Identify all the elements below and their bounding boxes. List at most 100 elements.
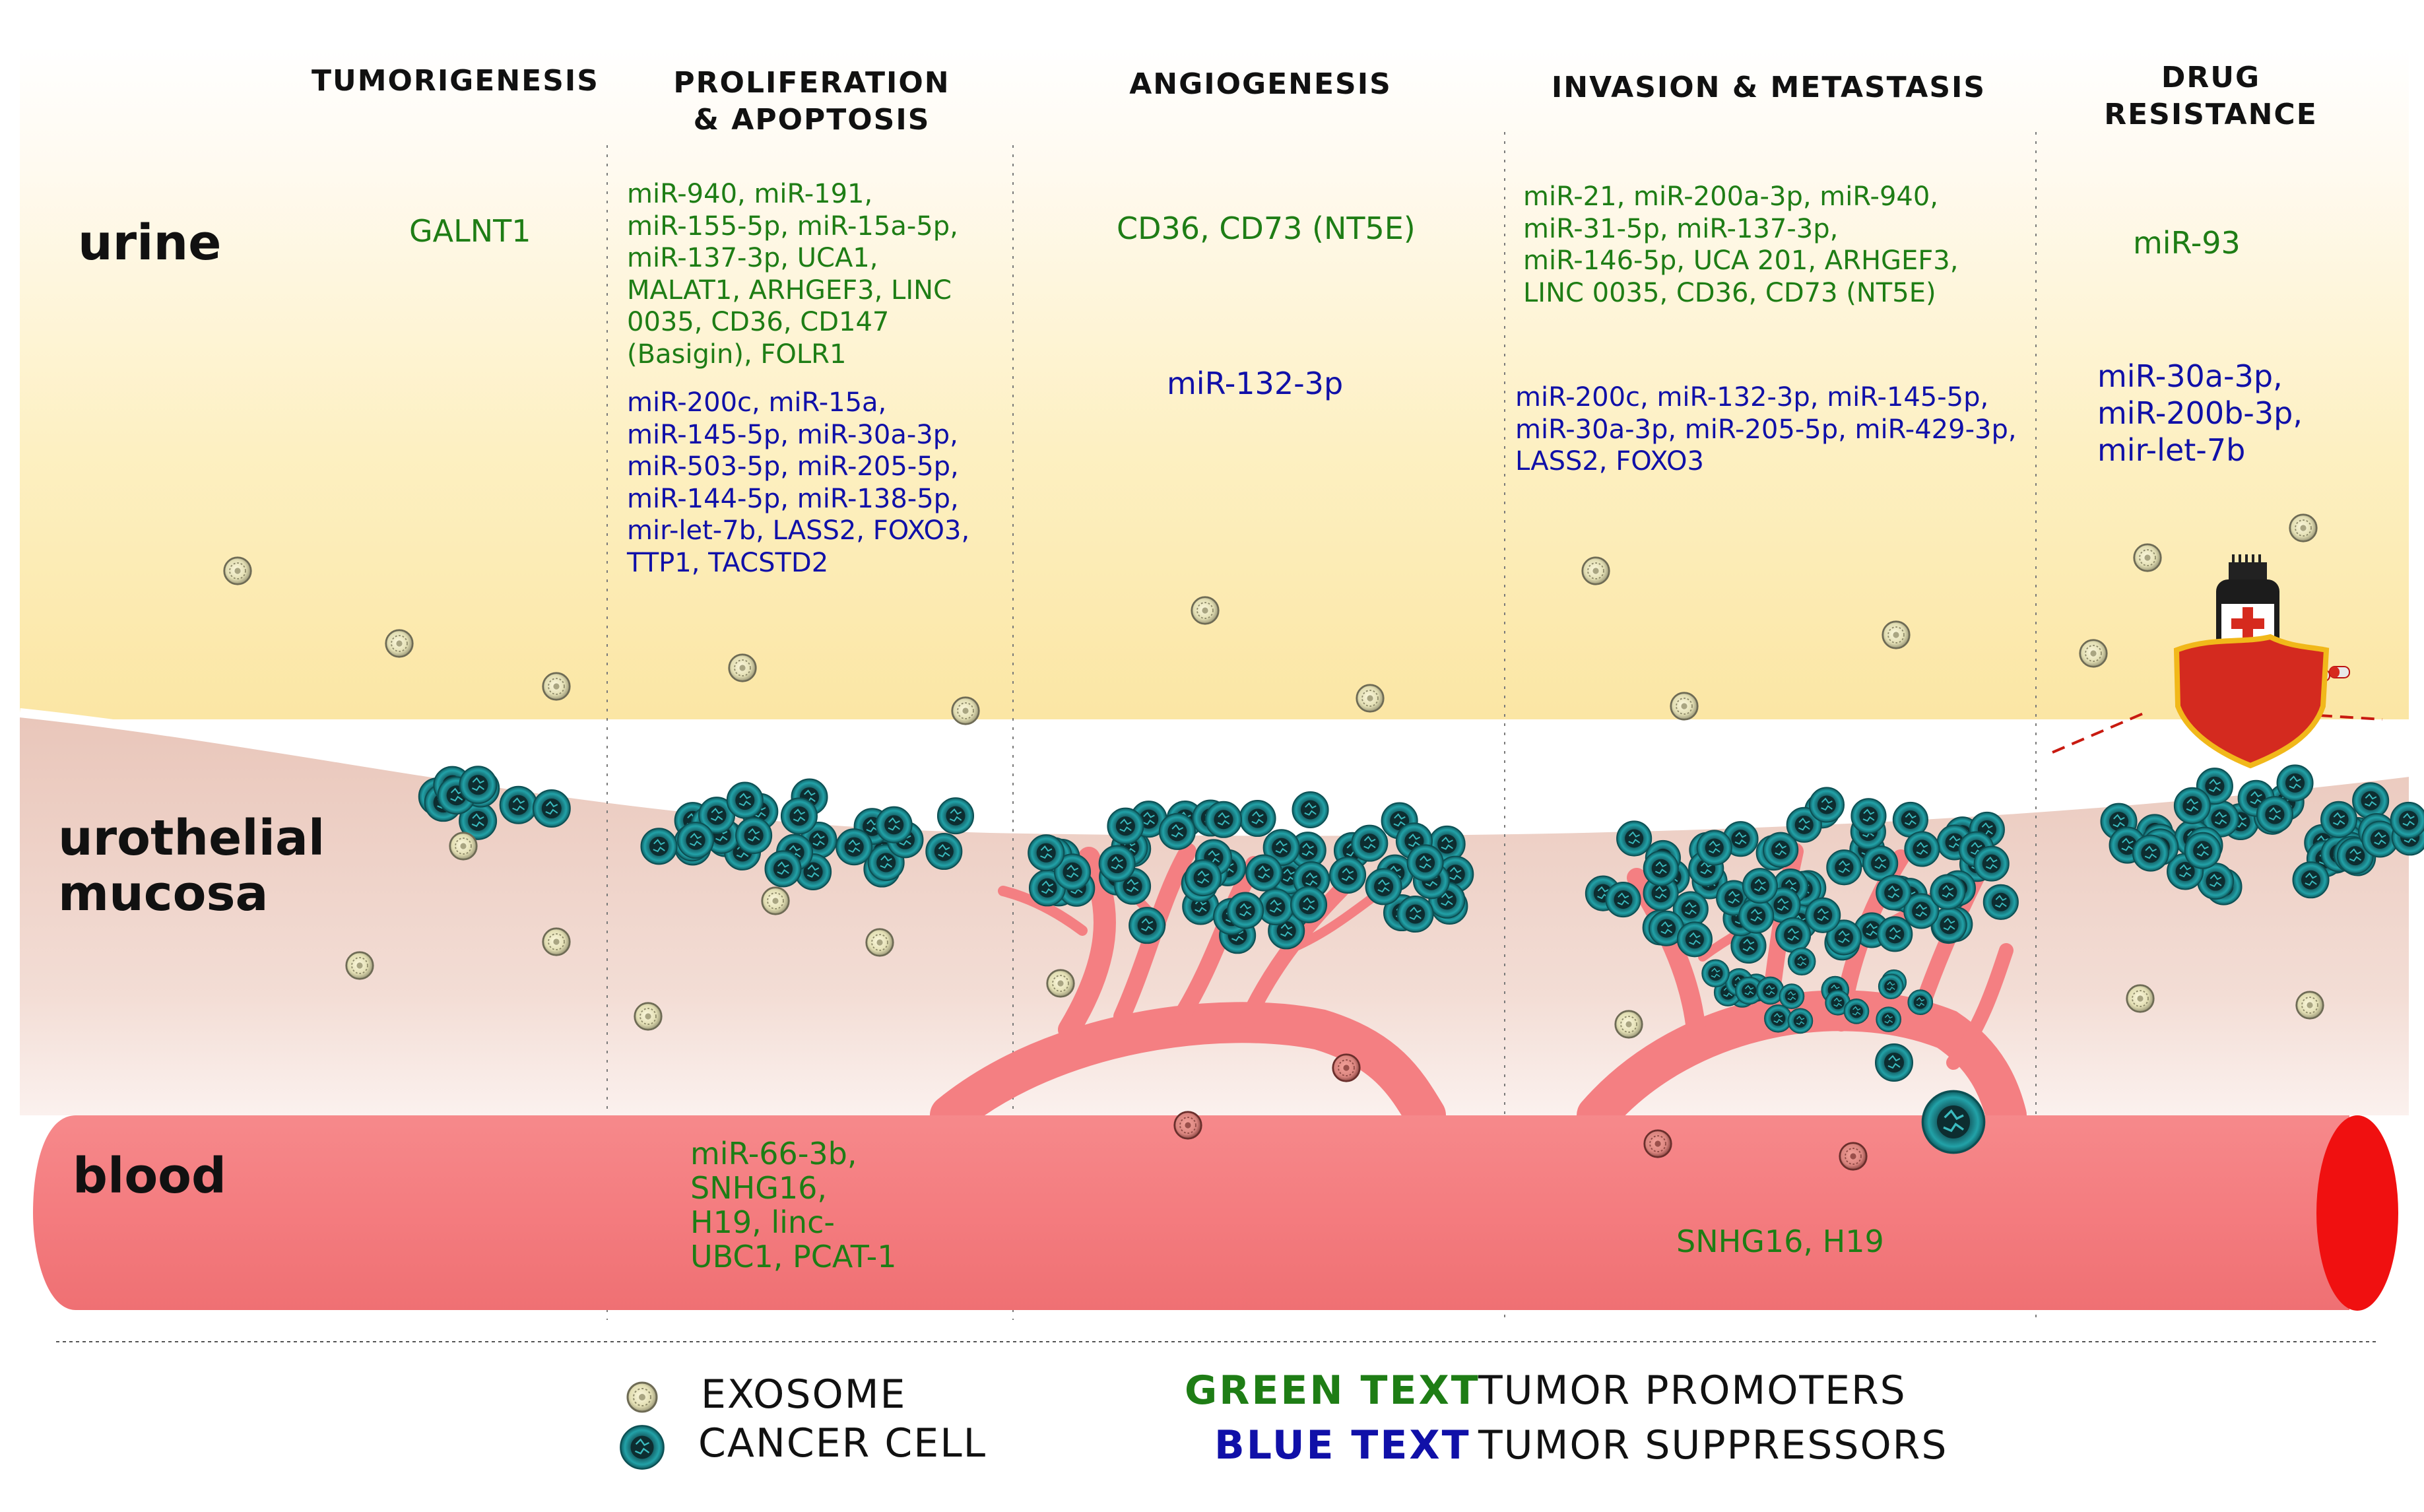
exosome-icon: [345, 951, 374, 980]
cancer-cell-icon: [1701, 959, 1730, 988]
proliferation-urine-suppressors: miR-200c, miR-15a, miR-145-5p, miR-30a-3…: [627, 387, 970, 578]
cancer-cell-icon: [1605, 882, 1641, 918]
cancer-cell-icon: [1787, 947, 1816, 976]
cancer-cell-icon: [1875, 1043, 1913, 1082]
exosome-icon: [2133, 543, 2162, 572]
cancer-cell-icon: [2352, 782, 2390, 820]
cancer-cell-icon: [2173, 787, 2211, 824]
exosome-icon: [634, 1002, 663, 1031]
cancer-cell-icon: [620, 1425, 665, 1470]
cancer-cell-icon: [1239, 799, 1276, 838]
cancer-cell-icon: [640, 828, 678, 865]
cancer-cell-icon: [726, 781, 764, 819]
cancer-cell-icon: [1851, 798, 1887, 834]
legend-blue-key: BLUE TEXT: [1214, 1422, 1471, 1468]
layer-label-urine: urine: [78, 214, 222, 271]
exosome-icon: [1046, 969, 1075, 998]
cancer-cell-icon: [835, 828, 873, 866]
header-tumorigenesis: TUMORIGENESIS: [311, 64, 599, 98]
exosome-icon: [223, 556, 252, 585]
cancer-cell-icon: [676, 822, 715, 859]
cancer-cell-icon: [1907, 989, 1934, 1015]
cancer-cell-icon: [2292, 861, 2330, 899]
cancer-cell-icon: [1290, 886, 1328, 923]
cancer-cell-icon: [499, 785, 538, 824]
cancer-cell-icon: [1787, 1008, 1814, 1034]
cancer-cell-icon: [2256, 796, 2293, 834]
legend-tumor-suppressors: TUMOR SUPPRESSORS: [1478, 1422, 1948, 1468]
cancer-cell-icon: [1406, 844, 1444, 882]
exosome-icon: [1191, 596, 1220, 625]
blood-vessel: [33, 1115, 2349, 1310]
cancer-cell-icon: [1982, 884, 2019, 920]
cancer-cell-icon: [2184, 832, 2221, 869]
cancer-cell-icon: [1808, 787, 1845, 823]
urothelial-surface-line: [19, 708, 2409, 836]
exosome-icon: [542, 927, 571, 956]
cancer-cell-icon: [1742, 868, 1778, 904]
cancer-cell-icon: [1775, 917, 1812, 953]
cancer-cell-icon: [1676, 921, 1713, 958]
cancer-cell-icon: [1643, 850, 1679, 886]
cancer-cell-icon: [1098, 845, 1136, 882]
cancer-cell-icon: [1877, 916, 1913, 952]
cancer-cell-icon: [459, 766, 498, 805]
cancer-cell-icon: [1805, 897, 1841, 933]
invasion-blood-promoters: SNHG16, H19: [1676, 1224, 1884, 1259]
cancer-cell-icon: [875, 806, 913, 843]
cancer-cell-icon: [936, 797, 975, 835]
cancer-cell-icon: [1292, 791, 1329, 829]
shield-icon: [2173, 634, 2330, 769]
cancer-cell-icon: [2320, 801, 2358, 838]
legend-exosome-label: EXOSOME: [701, 1371, 907, 1418]
cancer-cell-icon: [780, 797, 818, 835]
cancer-cell-icon: [1696, 830, 1732, 866]
exosome-icon: [728, 653, 757, 682]
exosome-icon: [1670, 692, 1699, 721]
cancer-cell-icon: [1107, 807, 1144, 845]
proliferation-urine-promoters: miR-940, miR-191, miR-155-5p, miR-15a-5p…: [627, 179, 958, 370]
cancer-cell-icon: [1245, 854, 1283, 892]
exosome-icon: [1839, 1142, 1868, 1171]
tumorigenesis-urine-promoters: GALNT1: [409, 213, 531, 249]
exosome-icon: [865, 928, 894, 957]
invasion-urine-promoters: miR-21, miR-200a-3p, miR-940, miR-31-5p,…: [1523, 181, 1959, 308]
cancer-cell-icon: [1329, 856, 1367, 894]
drug-resistance-urine-suppressors: miR-30a-3p, miR-200b-3p, mir-let-7b: [2097, 358, 2303, 468]
exosome-icon: [449, 832, 478, 861]
drug-resistance-urine-promoters: miR-93: [2133, 225, 2241, 261]
exosome-icon: [2295, 991, 2324, 1020]
layer-label-urothelial-mucosa: urothelial mucosa: [58, 810, 325, 922]
cancer-cell-icon: [1738, 898, 1775, 934]
cancer-cell-icon: [1616, 820, 1653, 857]
exosome-icon: [1332, 1053, 1361, 1082]
exosome-icon: [1173, 1111, 1202, 1140]
exosome-icon: [951, 696, 980, 725]
exosome-icon: [761, 886, 790, 915]
legend-cancer-cell-label: CANCER CELL: [698, 1420, 987, 1466]
cancer-cell-icon: [532, 789, 571, 828]
cancer-cell-icon: [1185, 859, 1222, 897]
cancer-cell-icon: [764, 850, 802, 888]
header-drug-resistance: DRUG RESISTANCE: [2104, 61, 2318, 131]
header-angiogenesis: ANGIOGENESIS: [1129, 67, 1392, 101]
layer-label-blood: blood: [73, 1148, 226, 1204]
angiogenesis-urine-suppressors: miR-132-3p: [1167, 366, 1344, 401]
exosome-icon: [385, 629, 414, 658]
header-invasion-metastasis: INVASION & METASTASIS: [1551, 71, 1986, 104]
header-proliferation-apoptosis: PROLIFERATION & APOPTOSIS: [673, 66, 950, 137]
exosome-icon: [1882, 620, 1911, 649]
cancer-cell-icon: [1351, 824, 1389, 862]
blood-vessel-opening: [2316, 1115, 2398, 1311]
angiogenesis-urine-promoters: CD36, CD73 (NT5E): [1117, 211, 1416, 246]
proliferation-blood-promoters: miR-66-3b, SNHG16, H19, linc- UBC1, PCAT…: [690, 1136, 897, 1274]
cancer-cell-icon: [2390, 801, 2424, 839]
cancer-cell-icon: [925, 832, 963, 871]
cancer-cell-icon: [1878, 973, 1904, 1000]
cancer-cell-icon: [1921, 1090, 1986, 1154]
cancer-cell-icon: [1204, 801, 1243, 838]
cancer-cell-icon: [1779, 983, 1805, 1009]
cancer-cell-icon: [1227, 892, 1264, 929]
